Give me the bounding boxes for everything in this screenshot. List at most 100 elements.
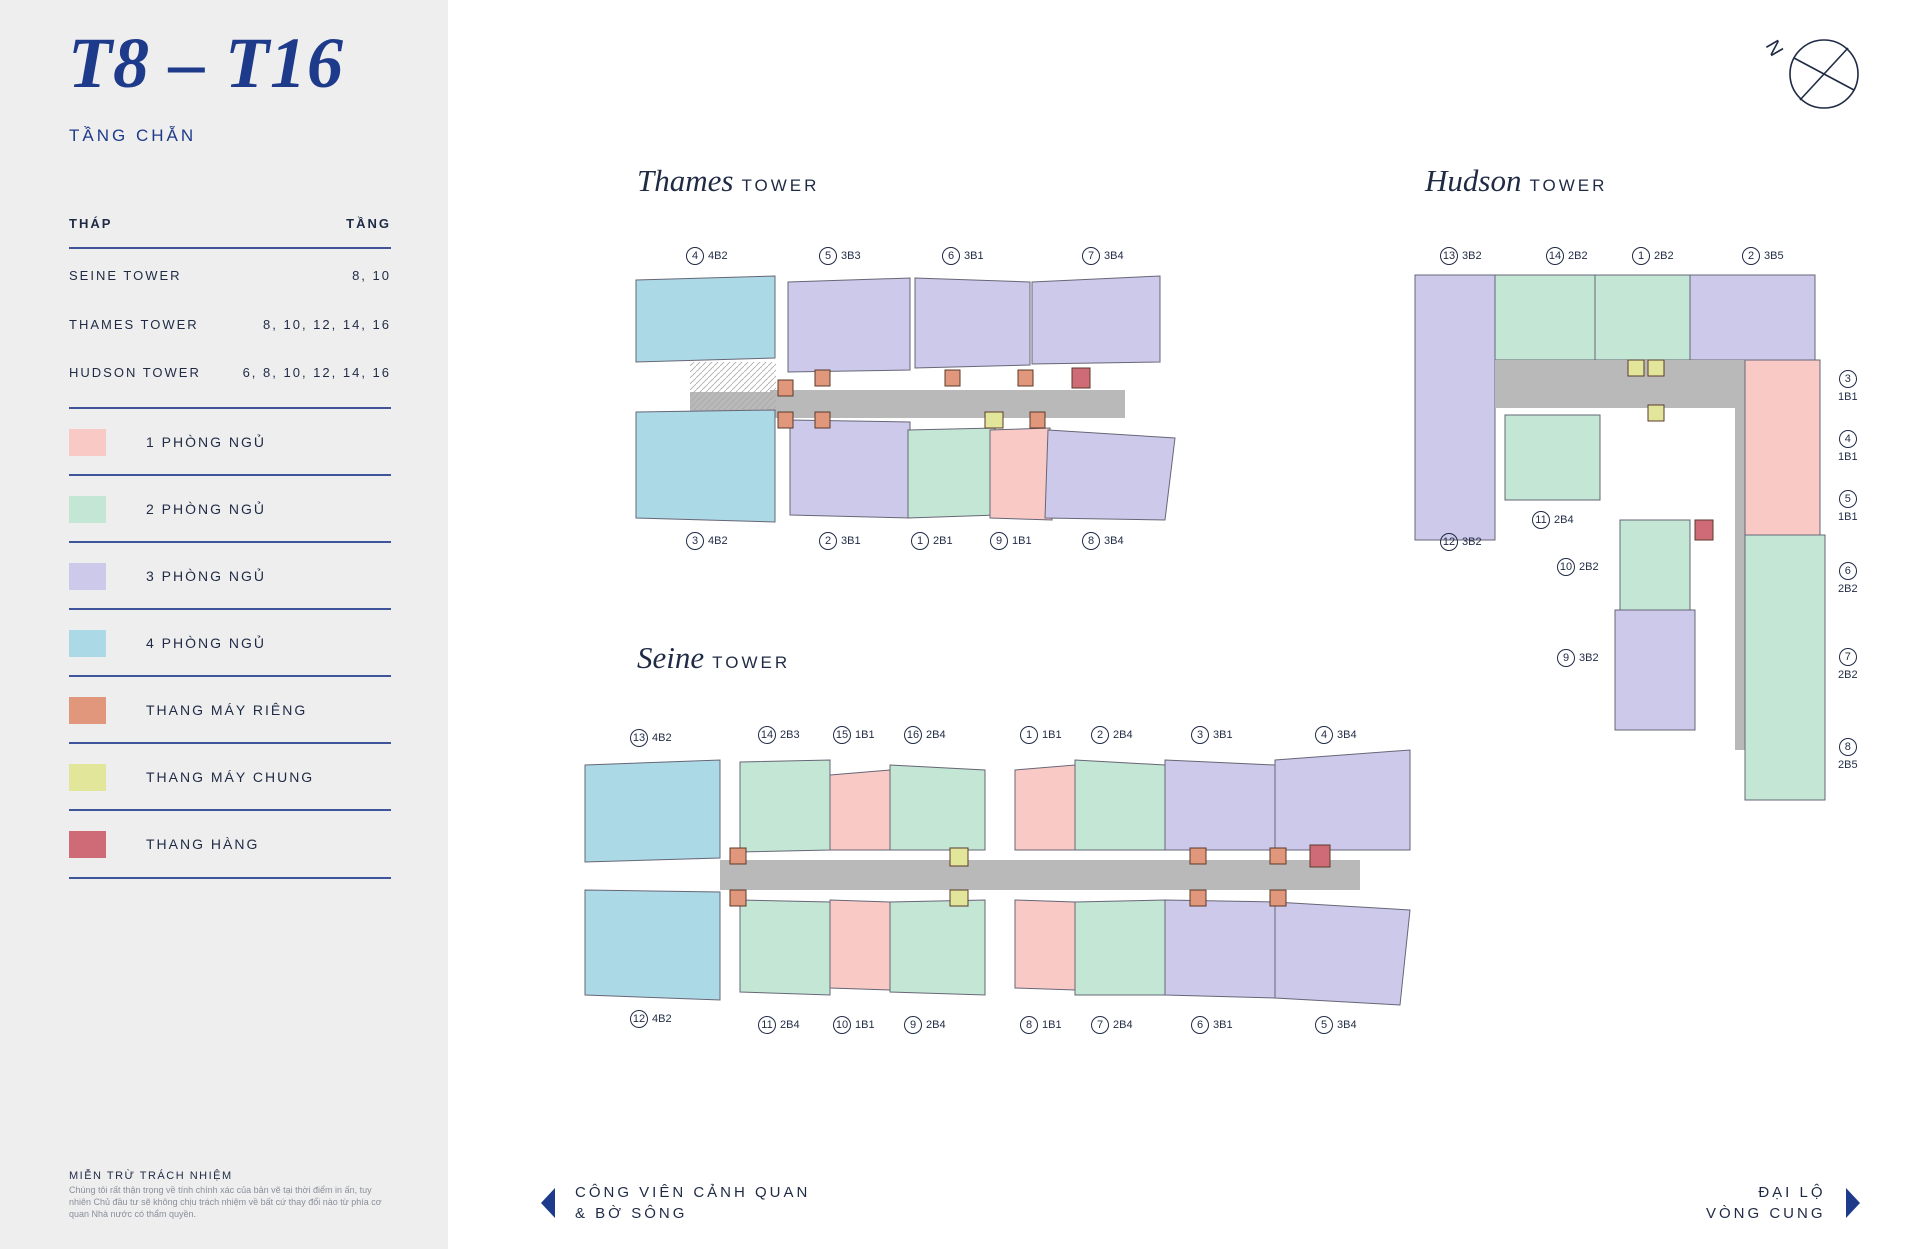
unit-label[interactable]: 15 1B1: [833, 726, 875, 744]
unit-4b: [584, 889, 721, 1001]
legend-item-2-bedroom: 2 PHÒNG NGỦ: [69, 479, 391, 539]
unit-3b: [1031, 275, 1161, 365]
legend-swatch: [69, 696, 106, 724]
unit-label[interactable]: 1 1B1: [1020, 726, 1062, 744]
row-floors: 6, 8, 10, 12, 14, 16: [242, 365, 391, 380]
disclaimer: MIỄN TRỪ TRÁCH NHIỆM Chúng tôi rất thận …: [69, 1170, 389, 1220]
hudson-plan: [1414, 274, 1826, 801]
unit-3b: [789, 419, 911, 519]
unit-label[interactable]: 1 2B2: [1632, 247, 1674, 265]
unit-label[interactable]: 10 2B2: [1557, 558, 1599, 576]
unit-label[interactable]: 12 4B2: [630, 1010, 672, 1028]
legend-label: 1 PHÒNG NGỦ: [146, 434, 267, 450]
unit-label[interactable]: 1 2B1: [911, 532, 953, 550]
table-row: SEINE TOWER 8, 10: [69, 268, 391, 283]
floor-title: T8 – T16: [68, 23, 344, 103]
unit-label[interactable]: 4 3B4: [1315, 726, 1357, 744]
divider: [69, 809, 391, 811]
unit-label[interactable]: 13 3B2: [1440, 247, 1482, 265]
tower-name: Seine: [637, 640, 705, 675]
arrow-right-icon[interactable]: [1845, 1188, 1860, 1218]
unit-2b: [1594, 274, 1691, 361]
unit-4b: [584, 759, 721, 863]
unit-3b: [1614, 609, 1696, 731]
unit-label[interactable]: 3 3B1: [1191, 726, 1233, 744]
divider: [69, 675, 391, 677]
corridor: [720, 860, 1360, 890]
unit-label[interactable]: 10 1B1: [833, 1016, 875, 1034]
corridor: [1495, 360, 1740, 408]
unit-1b: [1744, 359, 1821, 536]
legend-swatch: [69, 830, 106, 858]
unit-label[interactable]: 12 3B2: [1440, 533, 1482, 551]
nav-right-line1: ĐẠI LỘ: [1758, 1184, 1826, 1201]
unit-label[interactable]: 2 2B4: [1091, 726, 1133, 744]
unit-label[interactable]: 14 2B2: [1546, 247, 1588, 265]
row-floors: 8, 10: [352, 268, 391, 283]
arrow-left-icon[interactable]: [541, 1188, 555, 1218]
unit-label[interactable]: 7 3B4: [1082, 247, 1124, 265]
unit-3b: [1164, 759, 1276, 851]
unit-label[interactable]: 4 4B2: [686, 247, 728, 265]
unit-label[interactable]: 8 1B1: [1020, 1016, 1062, 1034]
unit-label[interactable]: 14 2B3: [758, 726, 800, 744]
legend-item-3-bedroom: 3 PHÒNG NGỦ: [69, 546, 391, 606]
unit-label[interactable]: 5 3B4: [1315, 1016, 1357, 1034]
divider: [69, 877, 391, 879]
unit-label[interactable]: 16 2B4: [904, 726, 946, 744]
unit-label[interactable]: 11 2B4: [758, 1016, 800, 1034]
unit-label[interactable]: 9 1B1: [990, 532, 1032, 550]
unit-label[interactable]: 13 4B2: [630, 729, 672, 747]
table-header: THÁP TẦNG: [69, 216, 391, 231]
unit-label[interactable]: 6 2B2: [1838, 562, 1858, 595]
unit-label[interactable]: 3 4B2: [686, 532, 728, 550]
thames-plan: [635, 275, 1176, 523]
unit-3b: [787, 277, 911, 373]
unit-label[interactable]: 9 2B4: [904, 1016, 946, 1034]
unit-2b: [889, 764, 986, 851]
unit-label[interactable]: 2 3B5: [1742, 247, 1784, 265]
tower-name: Hudson: [1425, 163, 1522, 198]
legend-label: 4 PHÒNG NGỦ: [146, 635, 267, 651]
legend-swatch: [69, 428, 106, 456]
floor-subtitle: TẦNG CHẴN: [69, 126, 197, 145]
legend-label: 2 PHÒNG NGỦ: [146, 501, 267, 517]
header-tower: THÁP: [69, 216, 113, 231]
unit-1b: [1014, 899, 1076, 991]
unit-label[interactable]: 7 2B2: [1838, 648, 1858, 681]
sidebar: T8 – T16 TẦNG CHẴN THÁP TẦNG SEINE TOWER…: [0, 0, 448, 1249]
row-tower: THAMES TOWER: [69, 317, 199, 332]
legend-label: THANG MÁY RIÊNG: [146, 702, 308, 718]
legend-item-private-elevator: THANG MÁY RIÊNG: [69, 680, 391, 740]
legend-label: 3 PHÒNG NGỦ: [146, 568, 267, 584]
table-row: THAMES TOWER 8, 10, 12, 14, 16: [69, 317, 391, 332]
unit-label[interactable]: 3 1B1: [1838, 370, 1858, 403]
unit-4b: [635, 275, 776, 363]
unit-label[interactable]: 8 3B4: [1082, 532, 1124, 550]
unit-2b: [1074, 899, 1166, 996]
row-floors: 8, 10, 12, 14, 16: [263, 317, 391, 332]
unit-label[interactable]: 5 1B1: [1838, 490, 1858, 523]
unit-label[interactable]: 11 2B4: [1532, 511, 1574, 529]
tower-name: Thames: [637, 163, 734, 198]
legend-label: THANG HÀNG: [146, 836, 260, 852]
legend-item-service-elevator: THANG HÀNG: [69, 814, 391, 874]
unit-label[interactable]: 2 3B1: [819, 532, 861, 550]
unit-3b: [1414, 274, 1496, 541]
unit-label[interactable]: 4 1B1: [1838, 430, 1858, 463]
unit-label[interactable]: 9 3B2: [1557, 649, 1599, 667]
unit-3b: [1689, 274, 1816, 361]
svg-text:N: N: [1764, 37, 1787, 61]
table-row: HUDSON TOWER 6, 8, 10, 12, 14, 16: [69, 365, 391, 380]
unit-label[interactable]: 6 3B1: [1191, 1016, 1233, 1034]
header-floor: TẦNG: [346, 216, 391, 231]
unit-label[interactable]: 8 2B5: [1838, 738, 1858, 771]
unit-label[interactable]: 7 2B4: [1091, 1016, 1133, 1034]
unit-label[interactable]: 6 3B1: [942, 247, 984, 265]
unit-3b: [1164, 899, 1276, 999]
divider: [69, 608, 391, 610]
unit-2b: [1619, 519, 1691, 611]
nav-park-riverside[interactable]: CÔNG VIÊN CẢNH QUAN & BỜ SÔNG: [541, 1182, 810, 1224]
unit-label[interactable]: 5 3B3: [819, 247, 861, 265]
nav-arc-boulevard[interactable]: ĐẠI LỘ VÒNG CUNG: [1706, 1182, 1860, 1224]
